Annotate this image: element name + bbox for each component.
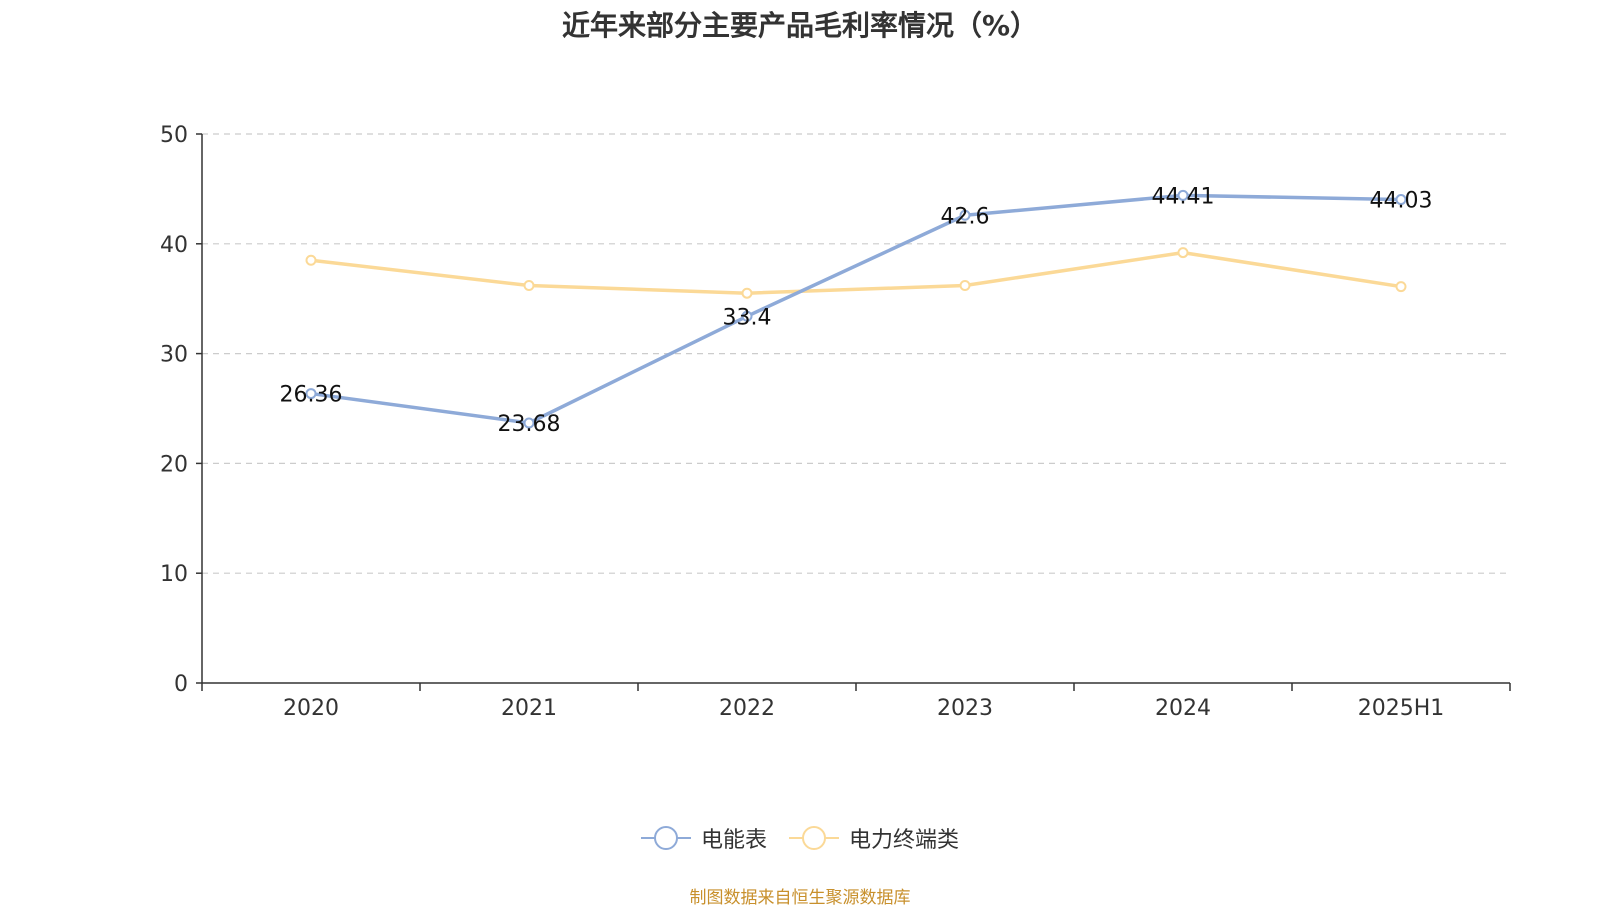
y-tick-label: 40 xyxy=(160,233,188,258)
y-tick-label: 50 xyxy=(160,123,188,148)
legend-label-series-1: 电能表 xyxy=(700,828,767,853)
chart-title: 近年来部分主要产品毛利率情况（%） xyxy=(561,9,1039,42)
data-label: 44.03 xyxy=(1370,189,1433,214)
data-label: 23.68 xyxy=(498,412,561,437)
x-tick-label: 2023 xyxy=(937,696,993,721)
y-tick-label: 20 xyxy=(160,452,188,477)
series-1-point xyxy=(305,388,317,400)
data-label: 44.41 xyxy=(1152,184,1215,209)
series-2-point xyxy=(1395,281,1407,293)
series-2-point xyxy=(1177,247,1189,259)
series-1-point xyxy=(523,417,535,429)
x-tick-label: 2021 xyxy=(501,696,557,721)
legend: 电能表 电力终端类 xyxy=(0,822,1600,854)
series-2-point xyxy=(741,287,753,299)
x-tick-label: 2024 xyxy=(1155,696,1211,721)
legend-item-series-2[interactable]: 电力终端类 xyxy=(789,822,959,854)
series-2-point xyxy=(959,280,971,292)
y-tick-label: 0 xyxy=(174,672,188,697)
series-1-point xyxy=(741,310,753,322)
x-tick-label: 2022 xyxy=(719,696,775,721)
source-note: 制图数据来自恒生聚源数据库 xyxy=(689,888,911,908)
y-tick-label: 30 xyxy=(160,343,188,368)
data-label: 42.6 xyxy=(941,204,990,229)
series-1-point xyxy=(959,209,971,221)
legend-item-series-1[interactable]: 电能表 xyxy=(640,822,767,854)
series-2-point xyxy=(305,254,317,266)
data-label: 26.36 xyxy=(280,383,343,408)
legend-marker-series-1 xyxy=(640,826,691,850)
x-tick-label: 2025H1 xyxy=(1358,696,1445,721)
series-2-point xyxy=(523,280,535,292)
y-tick-label: 10 xyxy=(160,562,188,587)
series-line-2 xyxy=(310,250,1402,295)
series-1-point xyxy=(1177,189,1189,201)
x-tick-label: 2020 xyxy=(283,696,339,721)
series-line-1 xyxy=(310,193,1402,425)
legend-marker-series-2 xyxy=(789,826,839,850)
data-label: 33.4 xyxy=(723,305,772,330)
legend-label-series-2: 电力终端类 xyxy=(849,828,960,853)
series-1-point xyxy=(1395,194,1407,206)
